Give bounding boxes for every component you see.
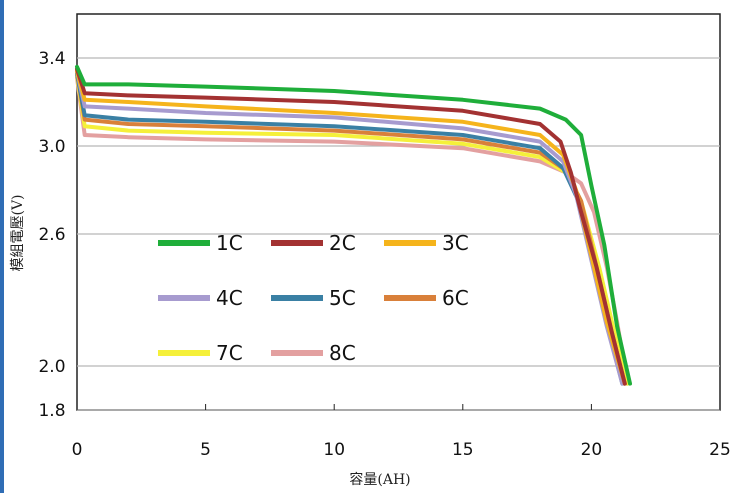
y-tick-label: 1.8 bbox=[38, 401, 65, 421]
x-tick-label: 25 bbox=[709, 440, 731, 460]
series-line-2C bbox=[75, 67, 627, 386]
legend-label: 4C bbox=[216, 286, 243, 310]
left-edge-bar bbox=[0, 0, 4, 493]
x-axis-label: 容量(AH) bbox=[349, 471, 410, 488]
series-line-1C bbox=[75, 64, 632, 386]
legend-item-8C: 8C bbox=[271, 341, 356, 365]
x-tick-label: 15 bbox=[452, 440, 474, 460]
legend-item-1C: 1C bbox=[158, 231, 243, 255]
y-tick-label: 2.0 bbox=[38, 357, 65, 377]
y-tick-label: 2.6 bbox=[38, 225, 65, 245]
legend-label: 1C bbox=[216, 231, 243, 255]
legend-item-2C: 2C bbox=[271, 231, 356, 255]
x-tick-labels: 0 5 10 15 20 25 bbox=[72, 404, 731, 460]
x-tick-label: 20 bbox=[581, 440, 603, 460]
legend-label: 2C bbox=[329, 231, 356, 255]
legend-label: 6C bbox=[442, 286, 469, 310]
series-lines bbox=[75, 64, 632, 386]
legend-label: 7C bbox=[216, 341, 243, 365]
legend-item-7C: 7C bbox=[158, 341, 243, 365]
x-tick-label: 10 bbox=[323, 440, 345, 460]
legend-label: 5C bbox=[329, 286, 356, 310]
y-tick-label: 3.0 bbox=[38, 137, 65, 157]
legend-item-6C: 6C bbox=[384, 286, 469, 310]
x-tick-label: 5 bbox=[200, 440, 211, 460]
gridlines bbox=[77, 57, 720, 411]
y-axis-label: 模組電壓(V) bbox=[10, 194, 26, 271]
legend-item-4C: 4C bbox=[158, 286, 243, 310]
legend-item-5C: 5C bbox=[271, 286, 356, 310]
legend: 1C 2C 3C 4C 5C 6C 7C 8C bbox=[158, 231, 469, 365]
legend-label: 8C bbox=[329, 341, 356, 365]
y-tick-labels: 1.8 2.0 2.6 3.0 3.4 bbox=[38, 49, 65, 421]
legend-label: 3C bbox=[442, 231, 469, 255]
legend-item-3C: 3C bbox=[384, 231, 469, 255]
y-tick-label: 3.4 bbox=[38, 49, 65, 69]
x-tick-label: 0 bbox=[72, 440, 83, 460]
series-line-3C bbox=[75, 69, 627, 386]
series-line-7C bbox=[75, 73, 630, 386]
